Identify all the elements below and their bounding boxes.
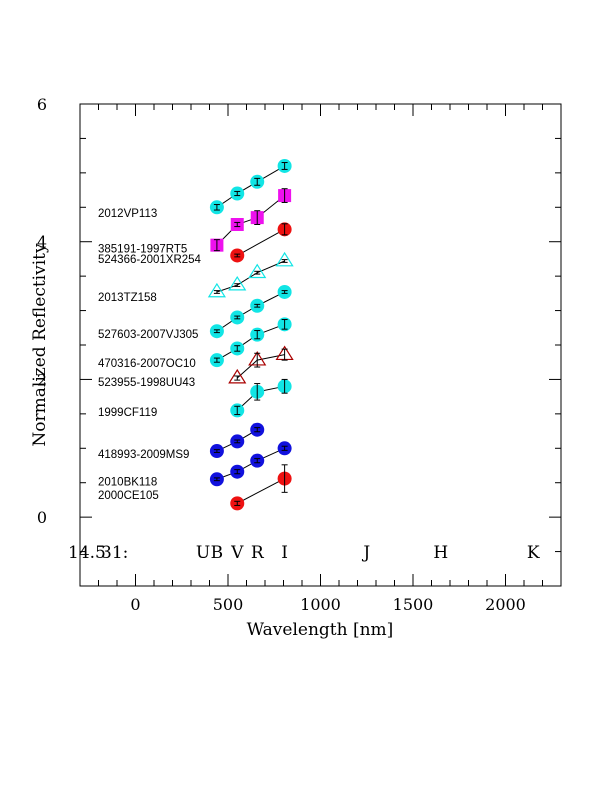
x-tick-label: 500 — [213, 595, 244, 614]
series-418993-2009MS9 — [209, 422, 265, 459]
series-line — [216, 165, 285, 208]
object-label: 2000CE105 — [98, 490, 159, 502]
series-line — [216, 260, 285, 293]
x-axis-label: Wavelength [nm] — [247, 620, 394, 640]
y-tick-label: 6 — [37, 95, 47, 114]
object-label: 470316-2007OC10 — [98, 358, 196, 370]
band-label-U: U — [196, 543, 210, 563]
series-523955-1998UU43 — [228, 345, 294, 384]
y-tick-label: 0 — [37, 508, 47, 527]
x-tick-label: 1500 — [393, 595, 434, 614]
object-label: 527603-2007VJ305 — [98, 329, 198, 341]
series-2000CE105 — [230, 464, 292, 511]
y-tick-label: 4 — [37, 233, 47, 252]
series-line — [216, 195, 285, 246]
header-index: 31: — [101, 543, 128, 563]
series-line — [216, 323, 285, 361]
x-tick-label: 0 — [130, 595, 140, 614]
series-line — [216, 447, 285, 480]
data-point — [228, 275, 247, 291]
object-label: 418993-2009MS9 — [98, 449, 189, 461]
object-label: 523955-1998UU43 — [98, 377, 195, 389]
object-labels: 2000CE105 2010BK118 418993-2009MS9 1999CF11… — [98, 208, 202, 502]
band-label-V: V — [230, 543, 244, 563]
band-label-B: B — [211, 543, 224, 563]
header-magnitude: 14.5 — [68, 543, 106, 563]
y-axis-label: Normalized Reflectivity — [30, 243, 50, 447]
plot-frame — [79, 103, 562, 587]
object-label: 2012VP113 — [98, 208, 157, 220]
y-tick-label: 2 — [37, 370, 47, 389]
data-point — [228, 368, 247, 384]
band-label-I: I — [281, 543, 288, 563]
series-524366-2001XR254 — [230, 222, 292, 263]
x-tick-label: 2000 — [485, 595, 526, 614]
series-2013TZ158 — [207, 251, 294, 298]
x-tick-label: 1000 — [300, 595, 341, 614]
series-line — [216, 291, 285, 332]
band-label-K: K — [527, 543, 540, 563]
object-label: 385191-1997RT5 — [98, 244, 187, 256]
axis-ticks — [80, 103, 561, 587]
series-2012VP113 — [209, 158, 292, 215]
series-layer — [207, 158, 294, 511]
data-point — [207, 282, 226, 298]
object-label: 2013TZ158 — [98, 292, 157, 304]
series-527603-2007VJ305 — [209, 284, 292, 339]
object-label: 1999CF119 — [98, 407, 157, 419]
series-line — [237, 478, 285, 504]
series-385191-1997RT5 — [210, 188, 292, 252]
tick-labels: 0 500 1000 1500 2000 0 2 4 6 — [37, 95, 526, 614]
series-1999CF119 — [230, 378, 292, 418]
data-point — [248, 263, 267, 279]
data-point — [275, 251, 294, 267]
series-470316-2007OC10 — [209, 317, 292, 368]
band-label-J: J — [361, 543, 370, 563]
series-line — [237, 228, 285, 256]
band-label-H: H — [433, 543, 448, 563]
series-2010BK118 — [209, 441, 292, 487]
band-label-R: R — [251, 543, 265, 563]
object-label: 2010BK118 — [98, 476, 157, 488]
object-label: 524366-2001XR254 — [98, 254, 202, 266]
